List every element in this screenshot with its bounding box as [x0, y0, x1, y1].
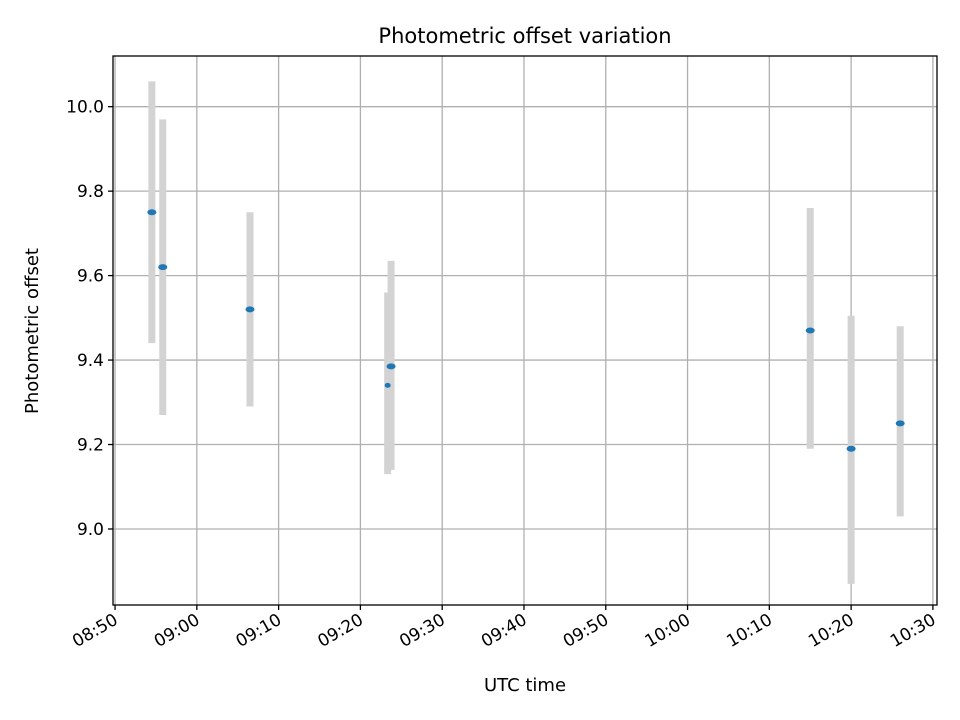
data-point [158, 264, 168, 271]
plot-frame [112, 55, 938, 606]
y-tick-label: 9.6 [77, 267, 104, 287]
y-tick-label: 9.0 [77, 520, 104, 540]
data-point [386, 363, 396, 370]
x-axis-label: UTC time [484, 675, 566, 696]
y-tick-label: 9.4 [77, 351, 104, 371]
y-tick-label: 9.2 [77, 436, 104, 456]
y-tick-label: 9.8 [77, 182, 104, 202]
chart-title: Photometric offset variation [378, 24, 671, 48]
data-point [846, 445, 856, 452]
data-point [245, 306, 255, 313]
data-point [147, 209, 157, 216]
data-points [147, 209, 905, 452]
y-axis-label: Photometric offset [22, 248, 43, 414]
data-point [895, 420, 905, 427]
data-point [805, 327, 815, 334]
y-axis: 9.0 9.2 9.4 9.6 9.8 10.0 [66, 98, 113, 540]
data-point [384, 382, 391, 388]
y-tick-label: 10.0 [66, 98, 104, 118]
